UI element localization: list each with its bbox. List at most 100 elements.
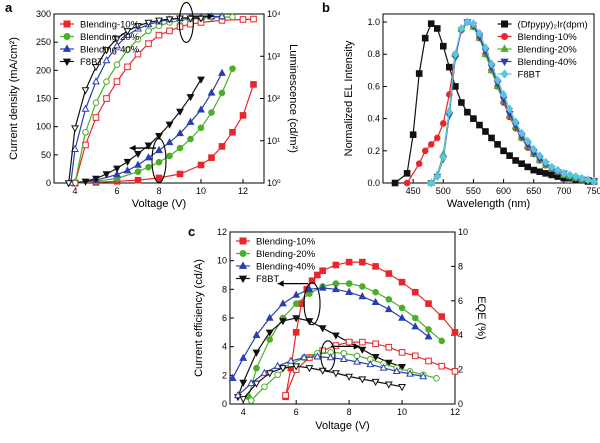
data-point [102,171,111,179]
data-point [433,172,441,181]
data-point [239,353,248,361]
y2-tick-label: 2 [458,365,463,375]
data-point [208,154,215,161]
data-point [359,338,366,346]
data-point [511,117,520,127]
data-point [113,41,121,49]
data-point [186,117,195,125]
data-point [411,322,420,330]
y2-tick-label: 10 [458,227,468,237]
series-4 [282,338,459,399]
data-point [542,170,550,177]
data-point [134,160,142,168]
y-tick-label: 150 [36,94,51,104]
data-point [411,288,419,296]
data-point [305,284,314,293]
x-tick-label: 6 [294,407,299,417]
data-point [345,373,354,381]
data-point [186,94,195,102]
data-point [252,380,261,388]
y2-tick-label: 6 [458,296,463,306]
data-point [134,168,142,176]
data-point [165,121,174,129]
data-point [345,258,353,266]
legend-item: Blending-20% [236,249,316,260]
data-point [536,151,544,161]
data-point [409,131,417,139]
x-axis-title: Voltage (V) [315,420,369,432]
data-point [470,115,477,122]
data-point [218,68,226,76]
legend-marker [500,58,509,67]
data-point [438,313,446,320]
data-point [265,329,274,337]
data-point [517,128,526,138]
data-point [345,338,353,346]
x-tick-label: 650 [526,186,541,196]
series-7 [239,363,406,404]
data-point [208,109,215,116]
legend-item: Blending-10% [236,237,316,248]
x-axis-title: Voltage (V) [132,198,186,210]
data-point [305,365,314,373]
x-tick-label: 10 [397,407,407,417]
data-point [438,362,446,370]
legend-marker [62,58,72,67]
panel-b: b 450 500 550 600 650 700 750 0.0 0.2 0.4 0.6 0.8 1.0… [322,0,600,210]
data-point [331,284,340,293]
data-point [81,104,90,112]
data-point [398,384,406,392]
data-point [425,300,432,307]
x-tick-label: 10 [196,186,206,196]
data-point [398,313,406,321]
data-point [385,296,393,303]
legend-label: Blending-40% [256,262,316,273]
data-point [384,359,393,367]
x-tick-label: 750 [586,186,600,196]
data-point [332,261,340,269]
data-point [463,17,472,27]
data-point [313,352,322,360]
data-point [372,288,379,296]
y-tick-label: 0 [46,178,51,188]
arrow-head [277,280,284,287]
data-point [218,143,226,150]
legend-label: Blending-40% [518,57,578,68]
data-point [92,64,100,72]
annotation-oval [320,340,336,372]
data-point [358,376,367,384]
data-point [438,337,446,345]
data-point [457,24,466,33]
series-line [74,68,234,184]
data-point [560,168,568,178]
data-point [292,329,300,336]
data-point [499,90,508,99]
data-point [384,305,393,313]
data-point [398,349,406,356]
legend-item: Blending-10% [497,32,577,43]
data-point [81,178,90,186]
legend-label: (Dfpypy)₂Ir(dpm) [518,20,588,31]
data-point [464,108,471,116]
plot-frame [382,13,595,184]
y-tick-label: 0.2 [367,146,380,156]
data-point [319,267,326,274]
data-point [155,31,163,39]
data-point [286,356,295,364]
data-point [123,28,132,36]
data-point [102,47,111,55]
data-point [424,332,433,340]
data-point [512,157,519,164]
data-point [197,76,205,84]
legend-marker [239,250,247,257]
data-point [371,353,380,362]
data-point [279,299,287,307]
data-point [292,290,301,298]
x-tick-label: 550 [466,186,481,196]
y-axis-title: Current efficiency (cd/A) [193,259,205,377]
legend-label: Blending-10% [80,20,140,31]
y-axis-title: Current density (mA/cm²) [8,37,20,160]
data-point [92,175,100,183]
data-point [331,332,340,340]
data-point [239,396,248,404]
